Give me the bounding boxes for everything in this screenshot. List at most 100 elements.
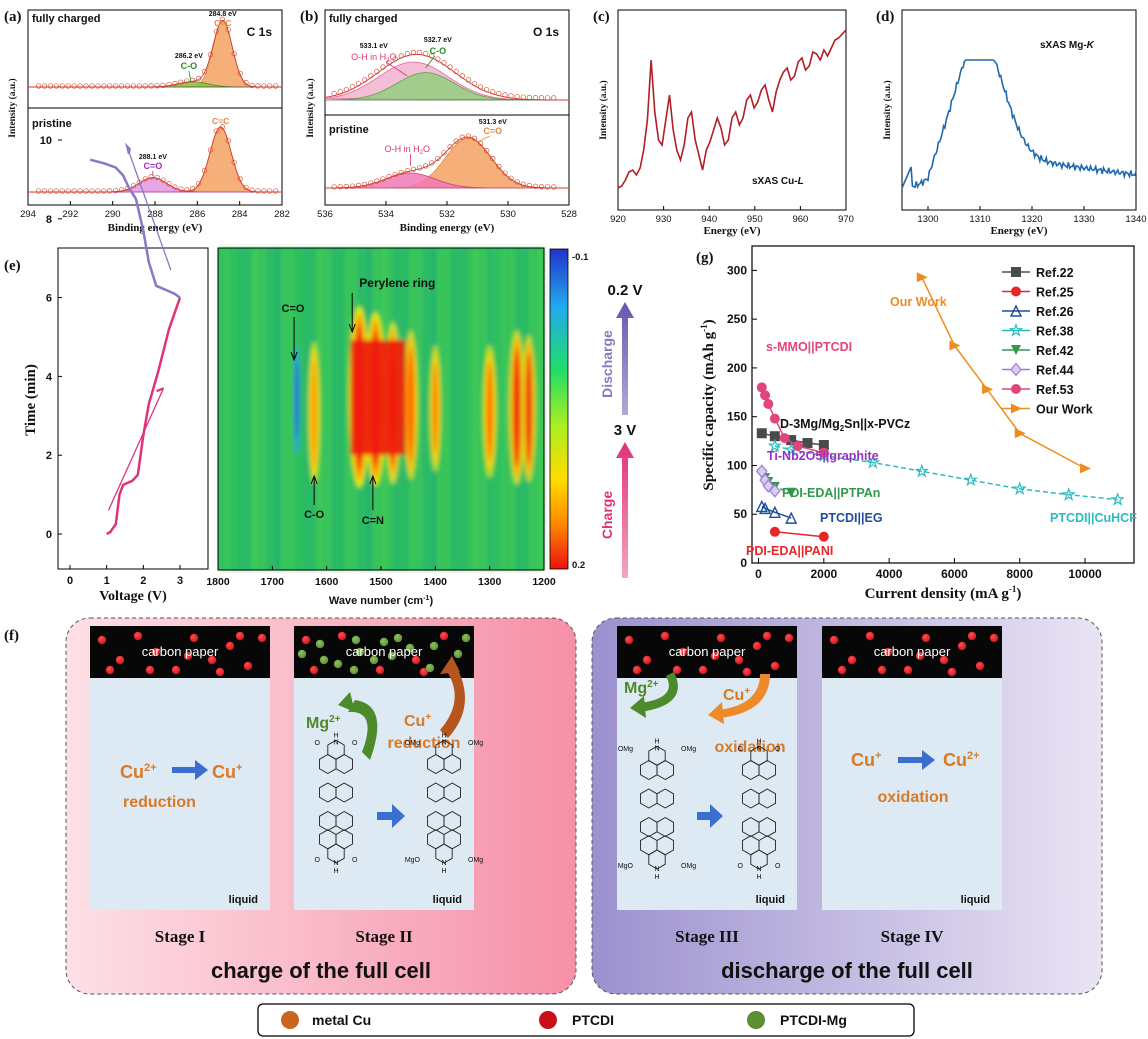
data-point [792, 440, 803, 451]
data-circle [35, 188, 42, 194]
x-tick-label: 282 [274, 209, 290, 220]
legend-label: metal Cu [312, 1012, 371, 1028]
ptcdi-dot [967, 631, 977, 641]
stage-label: Stage IV [881, 927, 945, 946]
x-tick-label: 0 [67, 575, 73, 587]
element-label-a: C 1s [247, 25, 273, 39]
panel-e: (e) 0 2 4 6 8 10 0 1 2 3 Time (min) Voltage (V) 1800 1… [4, 135, 643, 607]
text-span: ) [429, 595, 433, 607]
imide-ring [435, 739, 453, 760]
data-circle [484, 147, 490, 154]
series-line [774, 445, 1118, 501]
data-circle [89, 188, 95, 194]
map-stripe [456, 248, 461, 570]
data-circle [101, 188, 107, 194]
map-stripe [346, 248, 351, 570]
pointer [385, 61, 408, 77]
x-tick-label: 284 [232, 209, 248, 220]
ptcdi-dot [439, 631, 449, 641]
text-span: ) [1016, 586, 1021, 602]
liquid-label: liquid [961, 894, 990, 906]
fit-line [28, 19, 281, 88]
atom-omg: OMg [468, 740, 483, 747]
series-annotation: s-MMO||PTCDI [766, 340, 852, 354]
colorbar-min: 0.2 [572, 560, 585, 571]
legend-marker [1011, 384, 1021, 394]
y-tick-label: 250 [727, 312, 747, 326]
atom-n: N [756, 866, 761, 873]
data-point [767, 438, 783, 453]
x-tick-label: 1600 [315, 576, 339, 588]
map-stripe [418, 248, 423, 570]
ylabel-b: Intensity (a.u.) [305, 78, 316, 137]
imide-ring [750, 849, 768, 870]
legend-label: Ref.25 [1036, 286, 1074, 300]
data-point [768, 505, 781, 518]
xlabel-g: Current density (mA g-1) [865, 584, 1022, 602]
data-circle [112, 83, 119, 89]
y-tick-label: 8 [46, 214, 52, 226]
data-circle [532, 183, 539, 189]
x-tick-label: 288 [147, 209, 163, 220]
ptcdi-dot [975, 661, 985, 671]
legend-label: Ref.53 [1036, 383, 1074, 397]
atom-n: N [441, 739, 446, 746]
data-point [802, 438, 813, 449]
atom-mgo: MgO [618, 863, 634, 870]
text-span: + [425, 712, 431, 723]
data-circle [267, 83, 273, 89]
map-stripe [331, 248, 336, 570]
ptcdi-dot [957, 641, 967, 651]
text-span: + [744, 686, 750, 697]
x-tick-label: 1800 [206, 576, 230, 588]
panel-label-b: (b) [300, 9, 318, 25]
panel-label-e: (e) [4, 258, 21, 274]
text-span: 2+ [967, 750, 980, 762]
legend-label: Ref.26 [1036, 305, 1074, 319]
map-stripe [323, 248, 328, 570]
ptcdi-dot [419, 667, 429, 677]
ylabel-c: Intensity (a.u.) [598, 80, 609, 139]
data-circle [496, 163, 502, 170]
data-circle [508, 175, 514, 181]
map-stripe [448, 248, 453, 570]
atom-n: N [441, 860, 446, 867]
data-circle [435, 155, 441, 162]
reaction-arrow [697, 804, 723, 828]
map-stripe [540, 248, 545, 570]
data-circle [331, 184, 337, 190]
xlabel-d: Energy (eV) [990, 225, 1047, 237]
text-span: Sn||x-PVCz [844, 417, 910, 431]
arrow-head [708, 702, 724, 724]
ring [758, 788, 776, 809]
x-tick-label: 1300 [478, 576, 502, 588]
series-our-work: Our Work [916, 272, 1093, 474]
peak-name: C=C [214, 18, 231, 28]
data-point [818, 439, 829, 450]
ptcdi-dot [660, 631, 670, 641]
legend-label: Ref.38 [1036, 325, 1074, 339]
arrow-head [630, 696, 646, 718]
data-circle [243, 184, 249, 191]
charge-arrow-big [616, 442, 634, 578]
series-annotation: PTCDI||EG [820, 511, 883, 525]
data-point [763, 399, 774, 410]
frame-g [751, 245, 1135, 564]
data-circle [538, 184, 545, 190]
data-circle [107, 83, 113, 89]
carbon-paper-label: carbon paper [669, 644, 746, 659]
discharge-curve [89, 158, 181, 299]
data-circle [195, 180, 202, 187]
band-core [486, 363, 493, 460]
map-stripe [460, 248, 465, 570]
atom-o: O [352, 857, 358, 864]
x-tick-label: 2 [140, 575, 146, 587]
cu1-label: Cu+ [212, 762, 242, 782]
ptcdi-dot [829, 635, 839, 645]
data-circle [118, 83, 125, 89]
ptcdi-dot [921, 633, 931, 643]
x-tick-label: 292 [62, 209, 78, 220]
band-core-merged [350, 340, 407, 455]
data-circle [47, 188, 54, 194]
